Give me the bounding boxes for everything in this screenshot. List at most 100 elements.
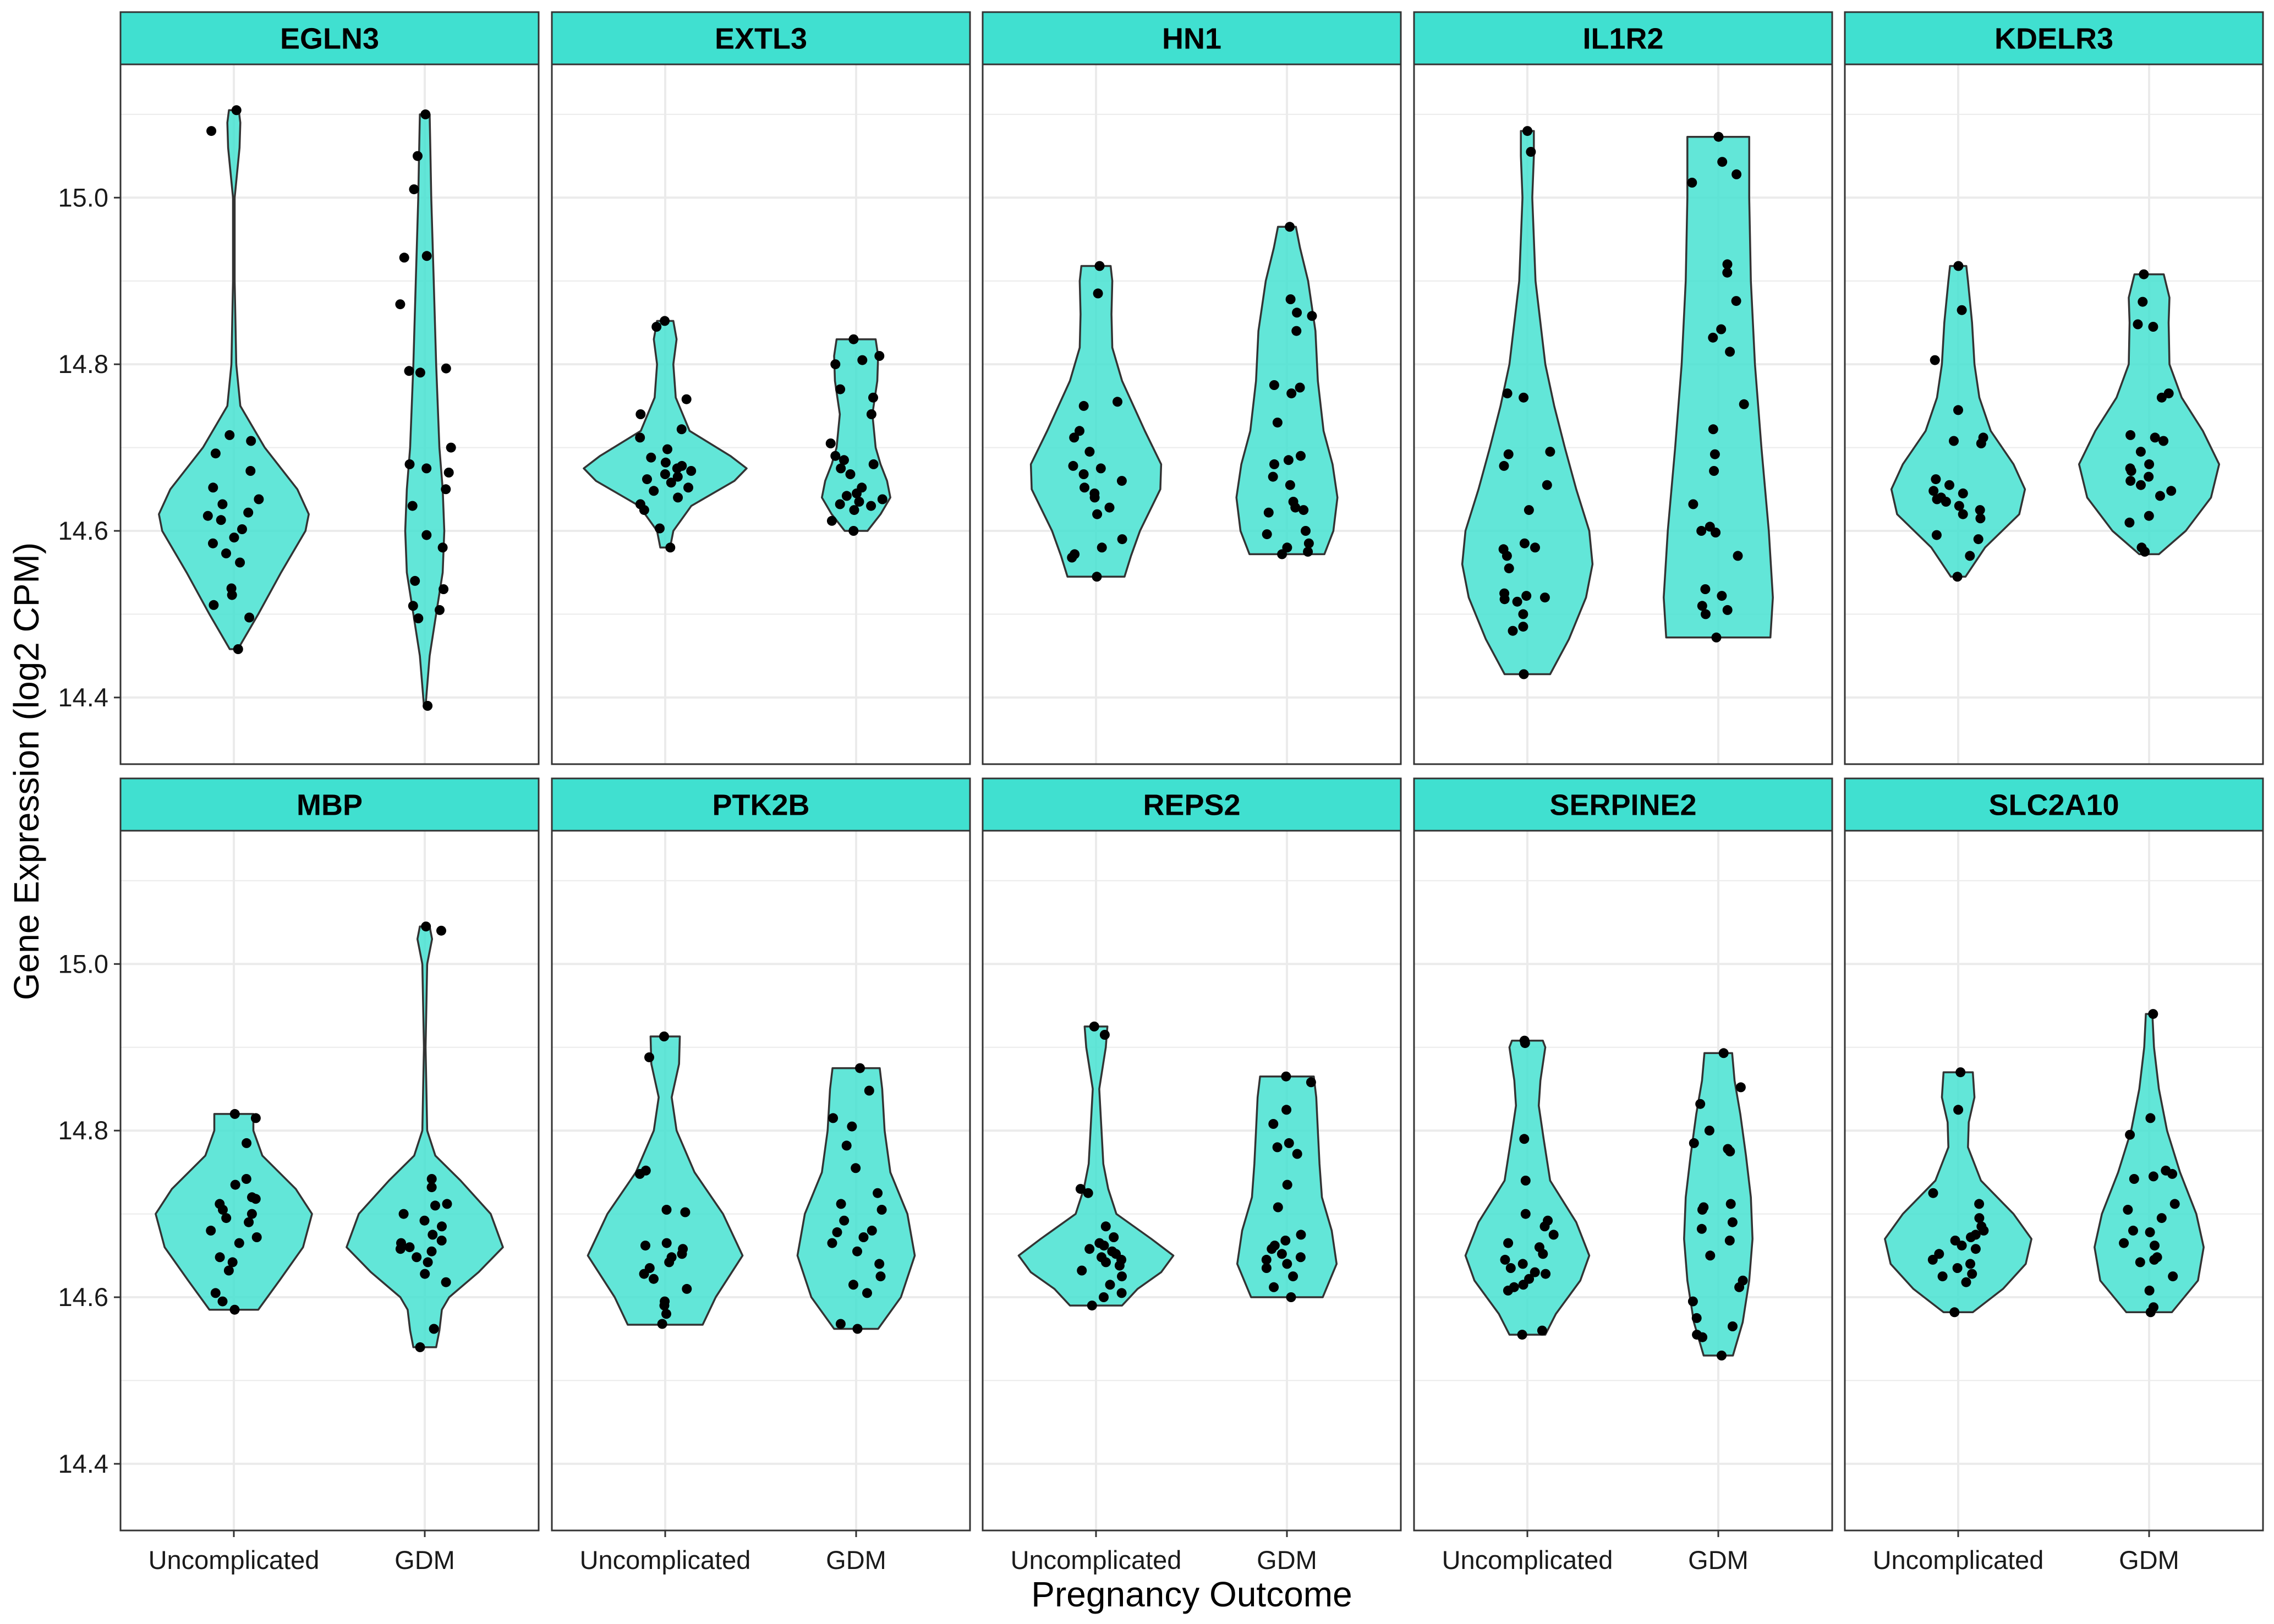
data-point bbox=[2125, 430, 2136, 440]
data-point bbox=[676, 424, 687, 435]
data-point bbox=[404, 366, 414, 376]
data-point bbox=[876, 1205, 887, 1215]
data-point bbox=[644, 1052, 654, 1062]
data-point bbox=[2133, 319, 2143, 330]
data-point bbox=[1117, 1271, 1127, 1282]
data-point bbox=[2135, 1257, 2145, 1268]
data-point bbox=[1268, 471, 1278, 482]
facet-strip bbox=[119, 11, 540, 65]
data-point bbox=[874, 351, 885, 361]
data-point bbox=[2136, 480, 2146, 490]
data-point bbox=[848, 1280, 858, 1290]
data-point bbox=[244, 1217, 254, 1227]
data-point bbox=[2150, 432, 2160, 443]
data-point bbox=[446, 442, 456, 453]
facet-strip-label: IL1R2 bbox=[1582, 23, 1663, 56]
data-point bbox=[1099, 1241, 1109, 1251]
data-point bbox=[1975, 505, 1985, 515]
data-point bbox=[439, 584, 449, 594]
data-point bbox=[1100, 1221, 1111, 1232]
x-tick-label: Uncomplicated bbox=[149, 1545, 320, 1574]
data-point bbox=[1727, 1217, 1738, 1227]
data-point bbox=[862, 1288, 872, 1298]
data-point bbox=[661, 1238, 672, 1248]
data-point bbox=[1518, 609, 1528, 619]
data-point bbox=[2126, 466, 2136, 476]
facet-strip-label: EGLN3 bbox=[280, 23, 379, 56]
data-point bbox=[655, 523, 665, 534]
data-point bbox=[2125, 476, 2136, 486]
data-point bbox=[635, 432, 645, 443]
data-point bbox=[1539, 592, 1550, 603]
data-point bbox=[1502, 388, 1513, 399]
x-tick-label: Uncomplicated bbox=[1011, 1545, 1182, 1574]
data-point bbox=[642, 474, 652, 485]
data-point bbox=[1298, 505, 1309, 515]
y-tick-label: 15.0 bbox=[58, 949, 108, 978]
data-point bbox=[1700, 584, 1711, 594]
data-point bbox=[1957, 305, 1967, 315]
data-point bbox=[864, 1085, 874, 1096]
data-point bbox=[229, 533, 239, 543]
data-point bbox=[1974, 1199, 1985, 1209]
panel-background bbox=[1414, 831, 1832, 1530]
data-point bbox=[649, 486, 659, 496]
x-tick-label: GDM bbox=[2119, 1545, 2179, 1574]
data-point bbox=[841, 1140, 852, 1151]
data-point bbox=[1520, 1038, 1530, 1049]
data-point bbox=[839, 455, 849, 465]
data-point bbox=[1530, 542, 1540, 553]
data-point bbox=[1262, 529, 1272, 540]
facet-strip-label: PTK2B bbox=[712, 789, 809, 822]
data-point bbox=[1080, 482, 1089, 493]
data-point bbox=[437, 542, 448, 553]
data-point bbox=[1708, 332, 1718, 343]
facet-strip bbox=[119, 777, 540, 832]
violin-gdm bbox=[1663, 135, 1774, 639]
data-point bbox=[2156, 392, 2167, 403]
data-point bbox=[429, 1324, 439, 1334]
data-point bbox=[660, 316, 670, 326]
facet-strip bbox=[551, 777, 971, 832]
data-point bbox=[436, 925, 446, 936]
data-point bbox=[229, 1109, 240, 1119]
data-point bbox=[664, 1257, 675, 1268]
facet-strip bbox=[1413, 11, 1833, 65]
data-point bbox=[651, 322, 662, 332]
violin-uncomplicated bbox=[587, 1035, 744, 1326]
data-point bbox=[227, 590, 237, 600]
data-point bbox=[395, 299, 406, 310]
data-point bbox=[1104, 502, 1115, 513]
data-point bbox=[208, 482, 218, 493]
data-point bbox=[1499, 460, 1509, 471]
data-point bbox=[858, 1232, 869, 1242]
data-point bbox=[662, 444, 672, 454]
data-point bbox=[1725, 1199, 1736, 1209]
data-point bbox=[1101, 1257, 1111, 1268]
data-point bbox=[1965, 551, 1975, 561]
data-point bbox=[2144, 459, 2155, 469]
data-point bbox=[1520, 1209, 1531, 1219]
data-point bbox=[855, 1063, 865, 1073]
data-point bbox=[1739, 399, 1749, 409]
data-point bbox=[1704, 1126, 1714, 1136]
data-point bbox=[2150, 1241, 2160, 1251]
data-point bbox=[683, 482, 693, 493]
data-point bbox=[1075, 426, 1084, 436]
data-point bbox=[1731, 296, 1741, 306]
data-point bbox=[1267, 1244, 1277, 1254]
data-point bbox=[1272, 1142, 1283, 1153]
data-point bbox=[407, 501, 418, 511]
data-point bbox=[1695, 1099, 1706, 1109]
data-point bbox=[426, 1174, 437, 1184]
data-point bbox=[2139, 269, 2149, 279]
data-point bbox=[1093, 288, 1103, 299]
x-tick-label: GDM bbox=[1688, 1545, 1749, 1574]
data-point bbox=[1974, 1213, 1985, 1224]
data-point bbox=[1261, 1254, 1272, 1265]
data-point bbox=[423, 1257, 433, 1268]
data-point bbox=[441, 1277, 451, 1287]
data-point bbox=[1307, 311, 1317, 321]
data-point bbox=[854, 497, 864, 507]
data-point bbox=[2156, 1213, 2167, 1224]
